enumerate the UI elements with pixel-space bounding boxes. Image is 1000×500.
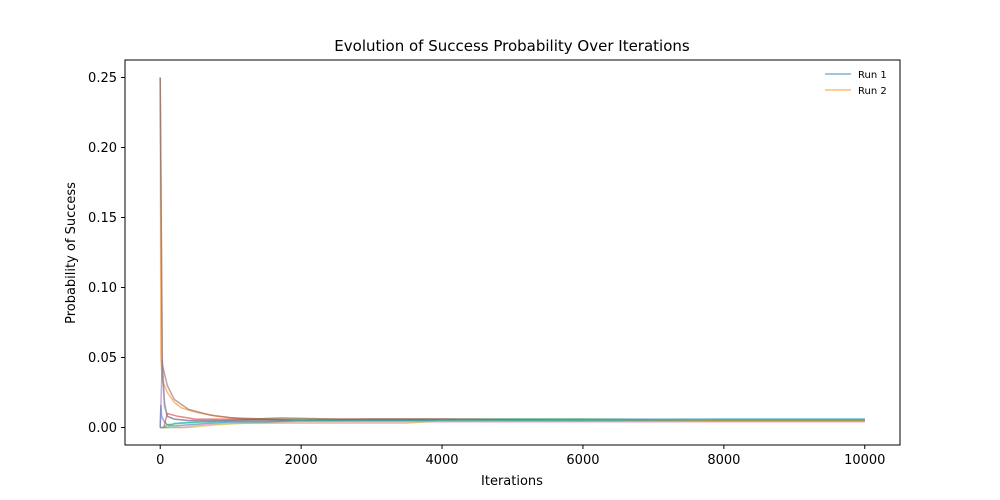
x-tick-label: 4000: [425, 453, 458, 468]
y-axis-ticks: 0.00 0.05 0.10 0.15 0.20 0.25: [88, 71, 125, 436]
series-line-5: [159, 358, 865, 428]
legend: Run 1 Run 2: [825, 70, 887, 97]
y-tick-label: 0.05: [88, 351, 117, 366]
plot-frame: [124, 59, 901, 446]
x-tick-label: 2000: [285, 453, 318, 468]
series-line-6: [159, 77, 865, 422]
legend-label: Run 2: [858, 86, 887, 97]
x-tick-label: 10000: [844, 453, 885, 468]
x-tick-label: 8000: [707, 453, 740, 468]
x-axis-ticks: 0 2000 4000 6000 8000 10000: [156, 445, 885, 468]
plot-lines: [159, 77, 865, 429]
x-axis-label: Iterations: [481, 474, 543, 489]
legend-label: Run 1: [858, 70, 887, 81]
x-tick-label: 6000: [566, 453, 599, 468]
y-axis-label: Probability of Success: [64, 182, 79, 324]
y-tick-label: 0.15: [88, 211, 117, 226]
x-tick-label: 0: [156, 453, 164, 468]
series-line-2: [159, 77, 865, 422]
series-line-10: [160, 418, 865, 429]
series-line-7: [160, 421, 865, 429]
y-tick-label: 0.20: [88, 141, 117, 156]
y-tick-label: 0.25: [88, 71, 117, 86]
series-line-1: [159, 405, 865, 428]
y-tick-label: 0.00: [88, 421, 117, 436]
chart-title: Evolution of Success Probability Over It…: [334, 37, 690, 55]
series-line-8: [159, 77, 865, 422]
y-tick-label: 0.10: [88, 281, 117, 296]
